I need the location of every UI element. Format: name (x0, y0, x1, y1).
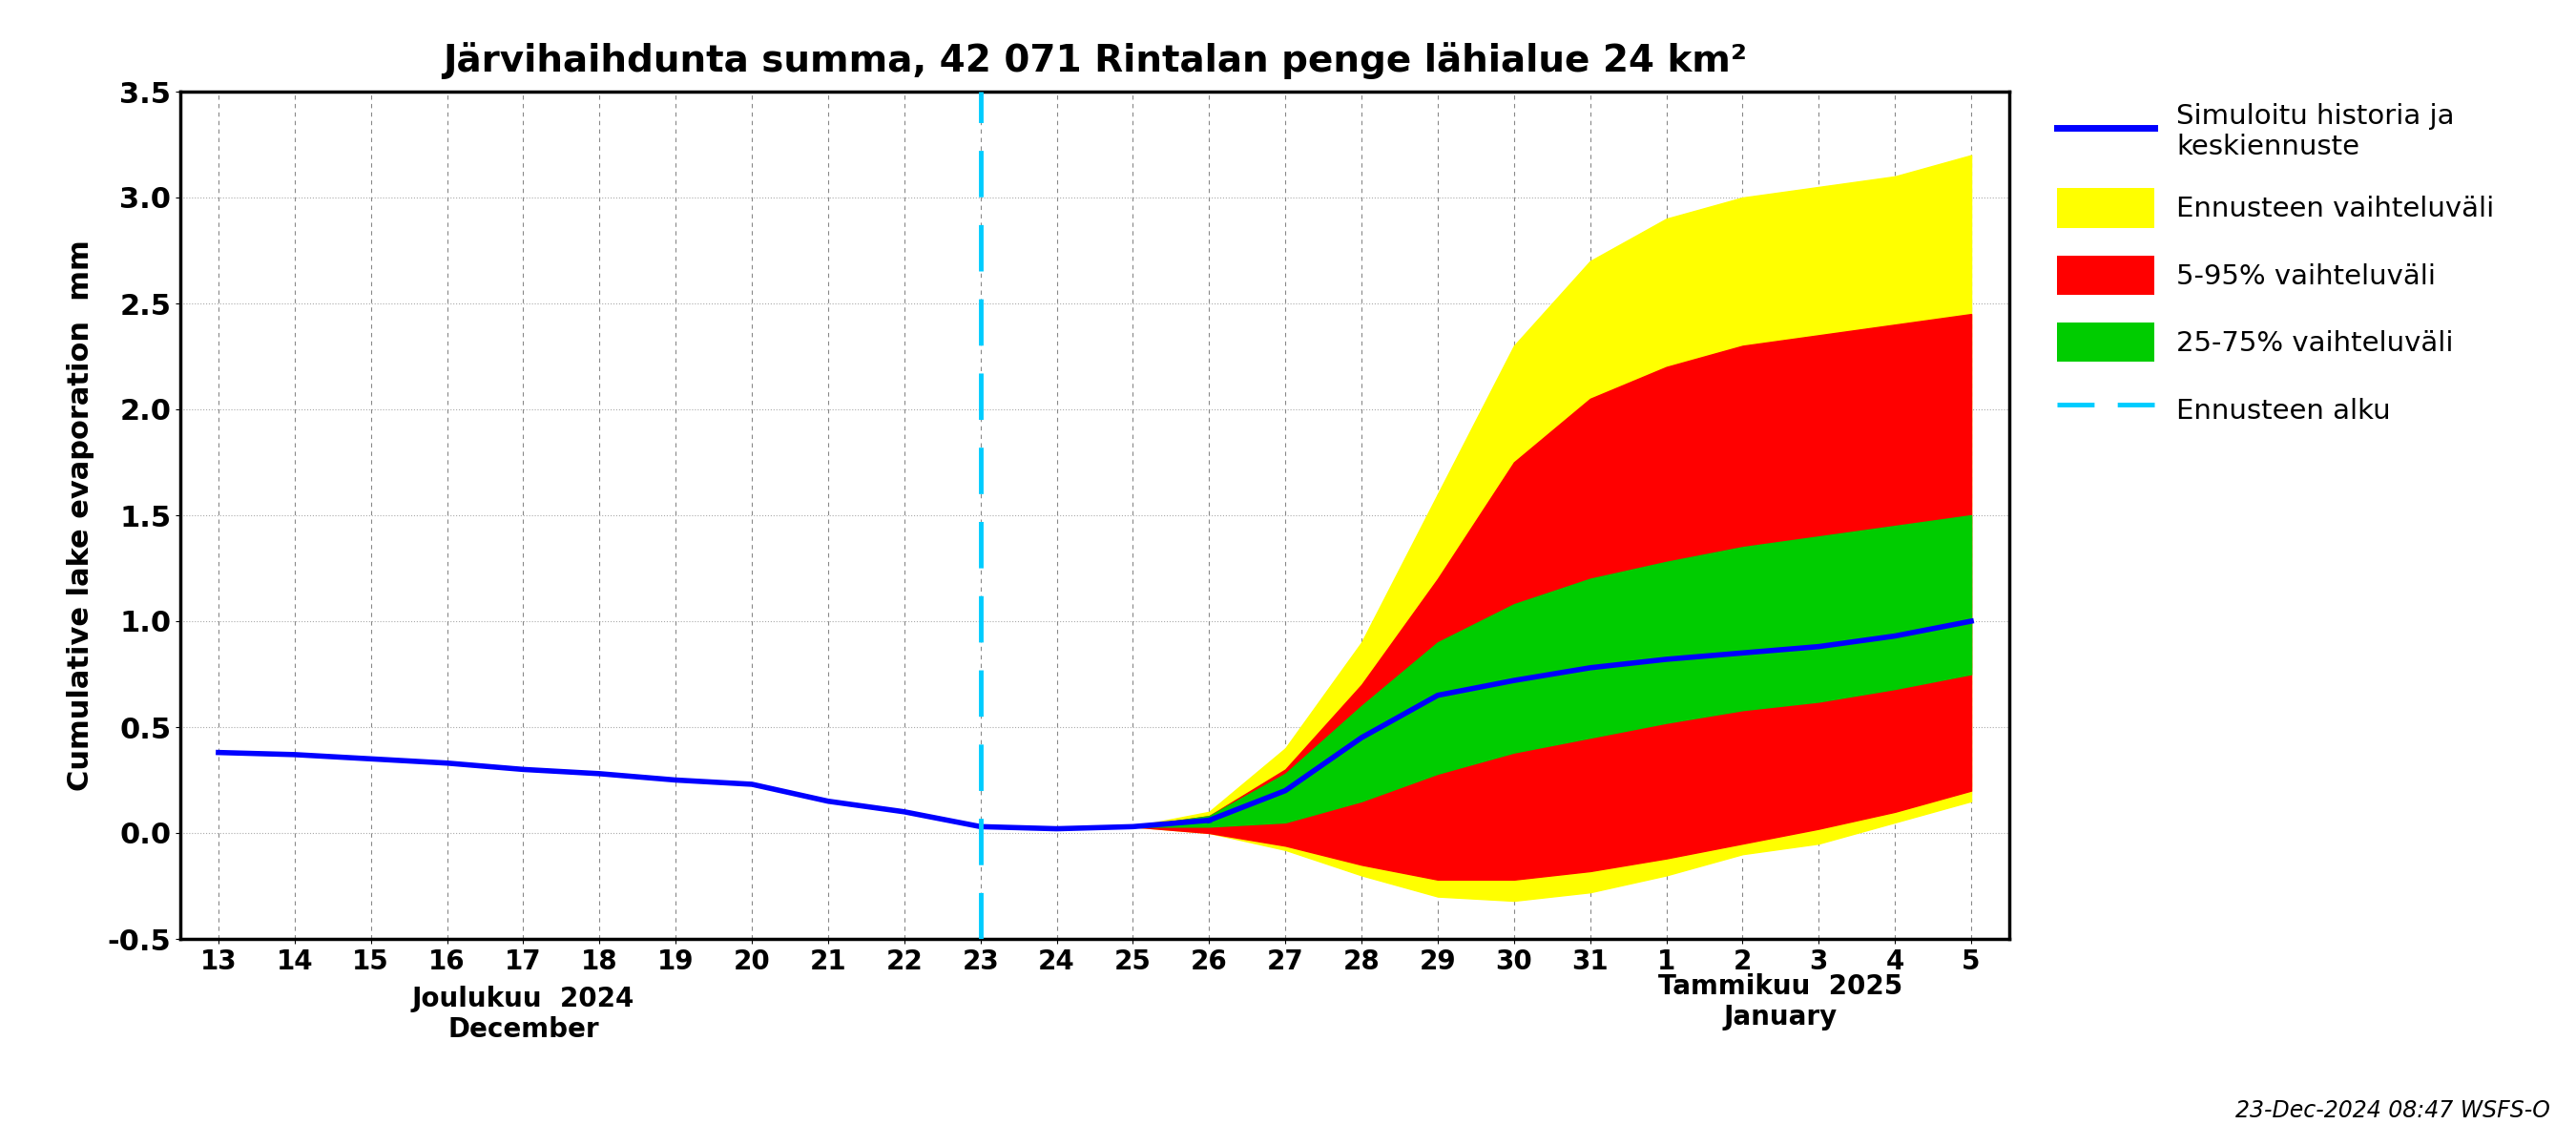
Text: Joulukuu  2024
December: Joulukuu 2024 December (412, 986, 634, 1043)
Text: Tammikuu  2025
January: Tammikuu 2025 January (1659, 973, 1904, 1030)
Text: 23-Dec-2024 08:47 WSFS-O: 23-Dec-2024 08:47 WSFS-O (2236, 1099, 2550, 1122)
Title: Järvihaihdunta summa, 42 071 Rintalan penge lähialue 24 km²: Järvihaihdunta summa, 42 071 Rintalan pe… (443, 42, 1747, 79)
Legend: Simuloitu historia ja
keskiennuste, Ennusteen vaihteluväli, 5-95% vaihteluväli, : Simuloitu historia ja keskiennuste, Ennu… (2045, 92, 2506, 441)
Y-axis label: Cumulative lake evaporation  mm: Cumulative lake evaporation mm (67, 239, 95, 791)
